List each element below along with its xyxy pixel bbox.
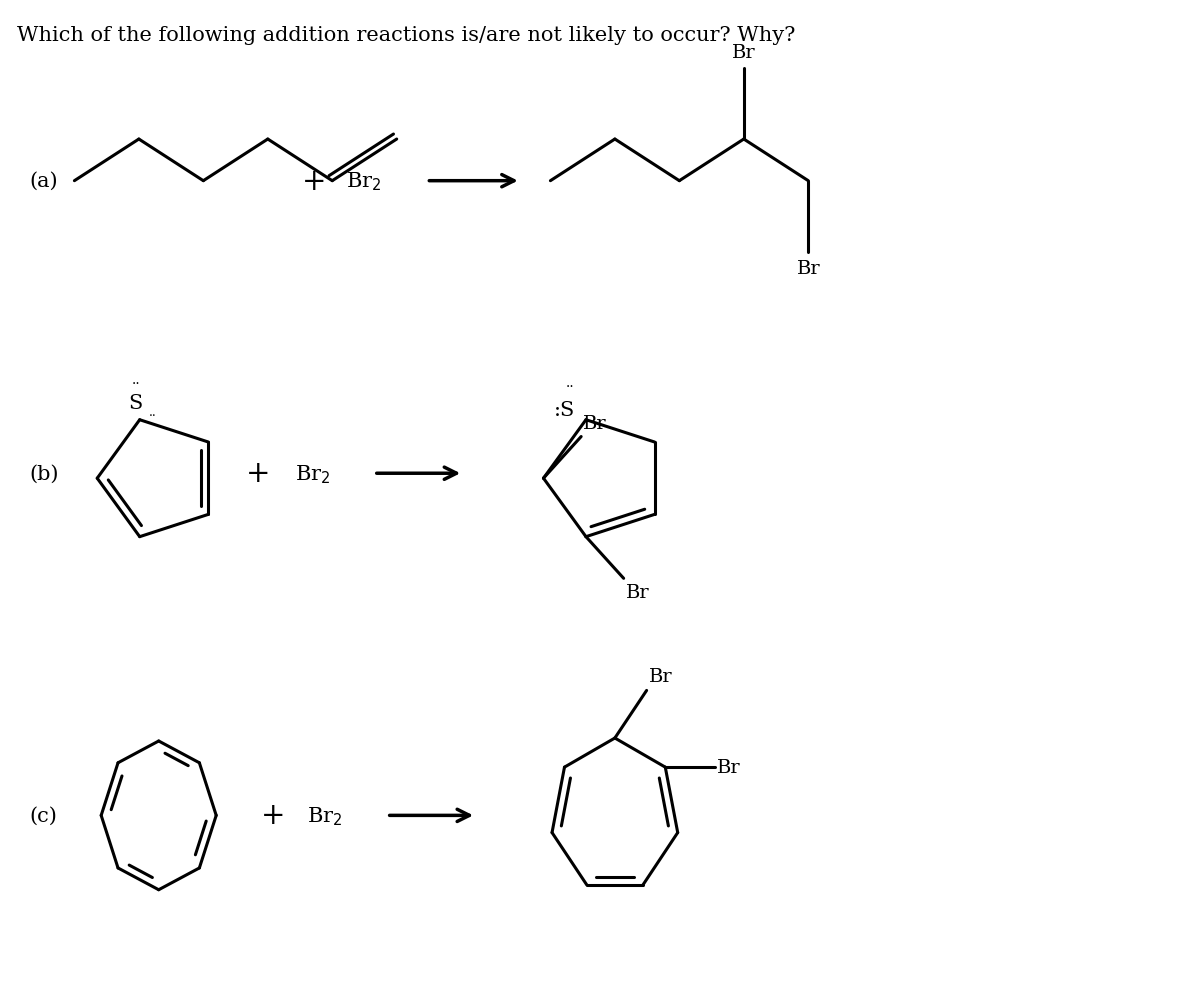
Text: Br: Br	[732, 44, 756, 61]
Text: (b): (b)	[30, 464, 59, 483]
Text: Br$_2$: Br$_2$	[347, 171, 382, 193]
Text: :S: :S	[554, 401, 576, 420]
Text: Br: Br	[583, 414, 607, 432]
Text: Which of the following addition reactions is/are not likely to occur? Why?: Which of the following addition reaction…	[17, 26, 796, 45]
Text: Br: Br	[716, 758, 740, 776]
Text: Br: Br	[625, 584, 649, 602]
Text: Br: Br	[648, 668, 672, 686]
Text: ··: ··	[149, 410, 156, 423]
Text: +: +	[260, 801, 284, 829]
Text: (a): (a)	[30, 172, 59, 191]
Text: +: +	[246, 459, 270, 487]
Text: ··: ··	[131, 377, 140, 390]
Text: S: S	[128, 394, 143, 413]
Text: Br$_2$: Br$_2$	[307, 804, 342, 826]
Text: ··: ··	[565, 379, 575, 393]
Text: Br$_2$: Br$_2$	[295, 462, 330, 485]
Text: +: +	[302, 168, 326, 196]
Text: (c): (c)	[30, 806, 58, 825]
Text: Br: Br	[797, 260, 820, 278]
